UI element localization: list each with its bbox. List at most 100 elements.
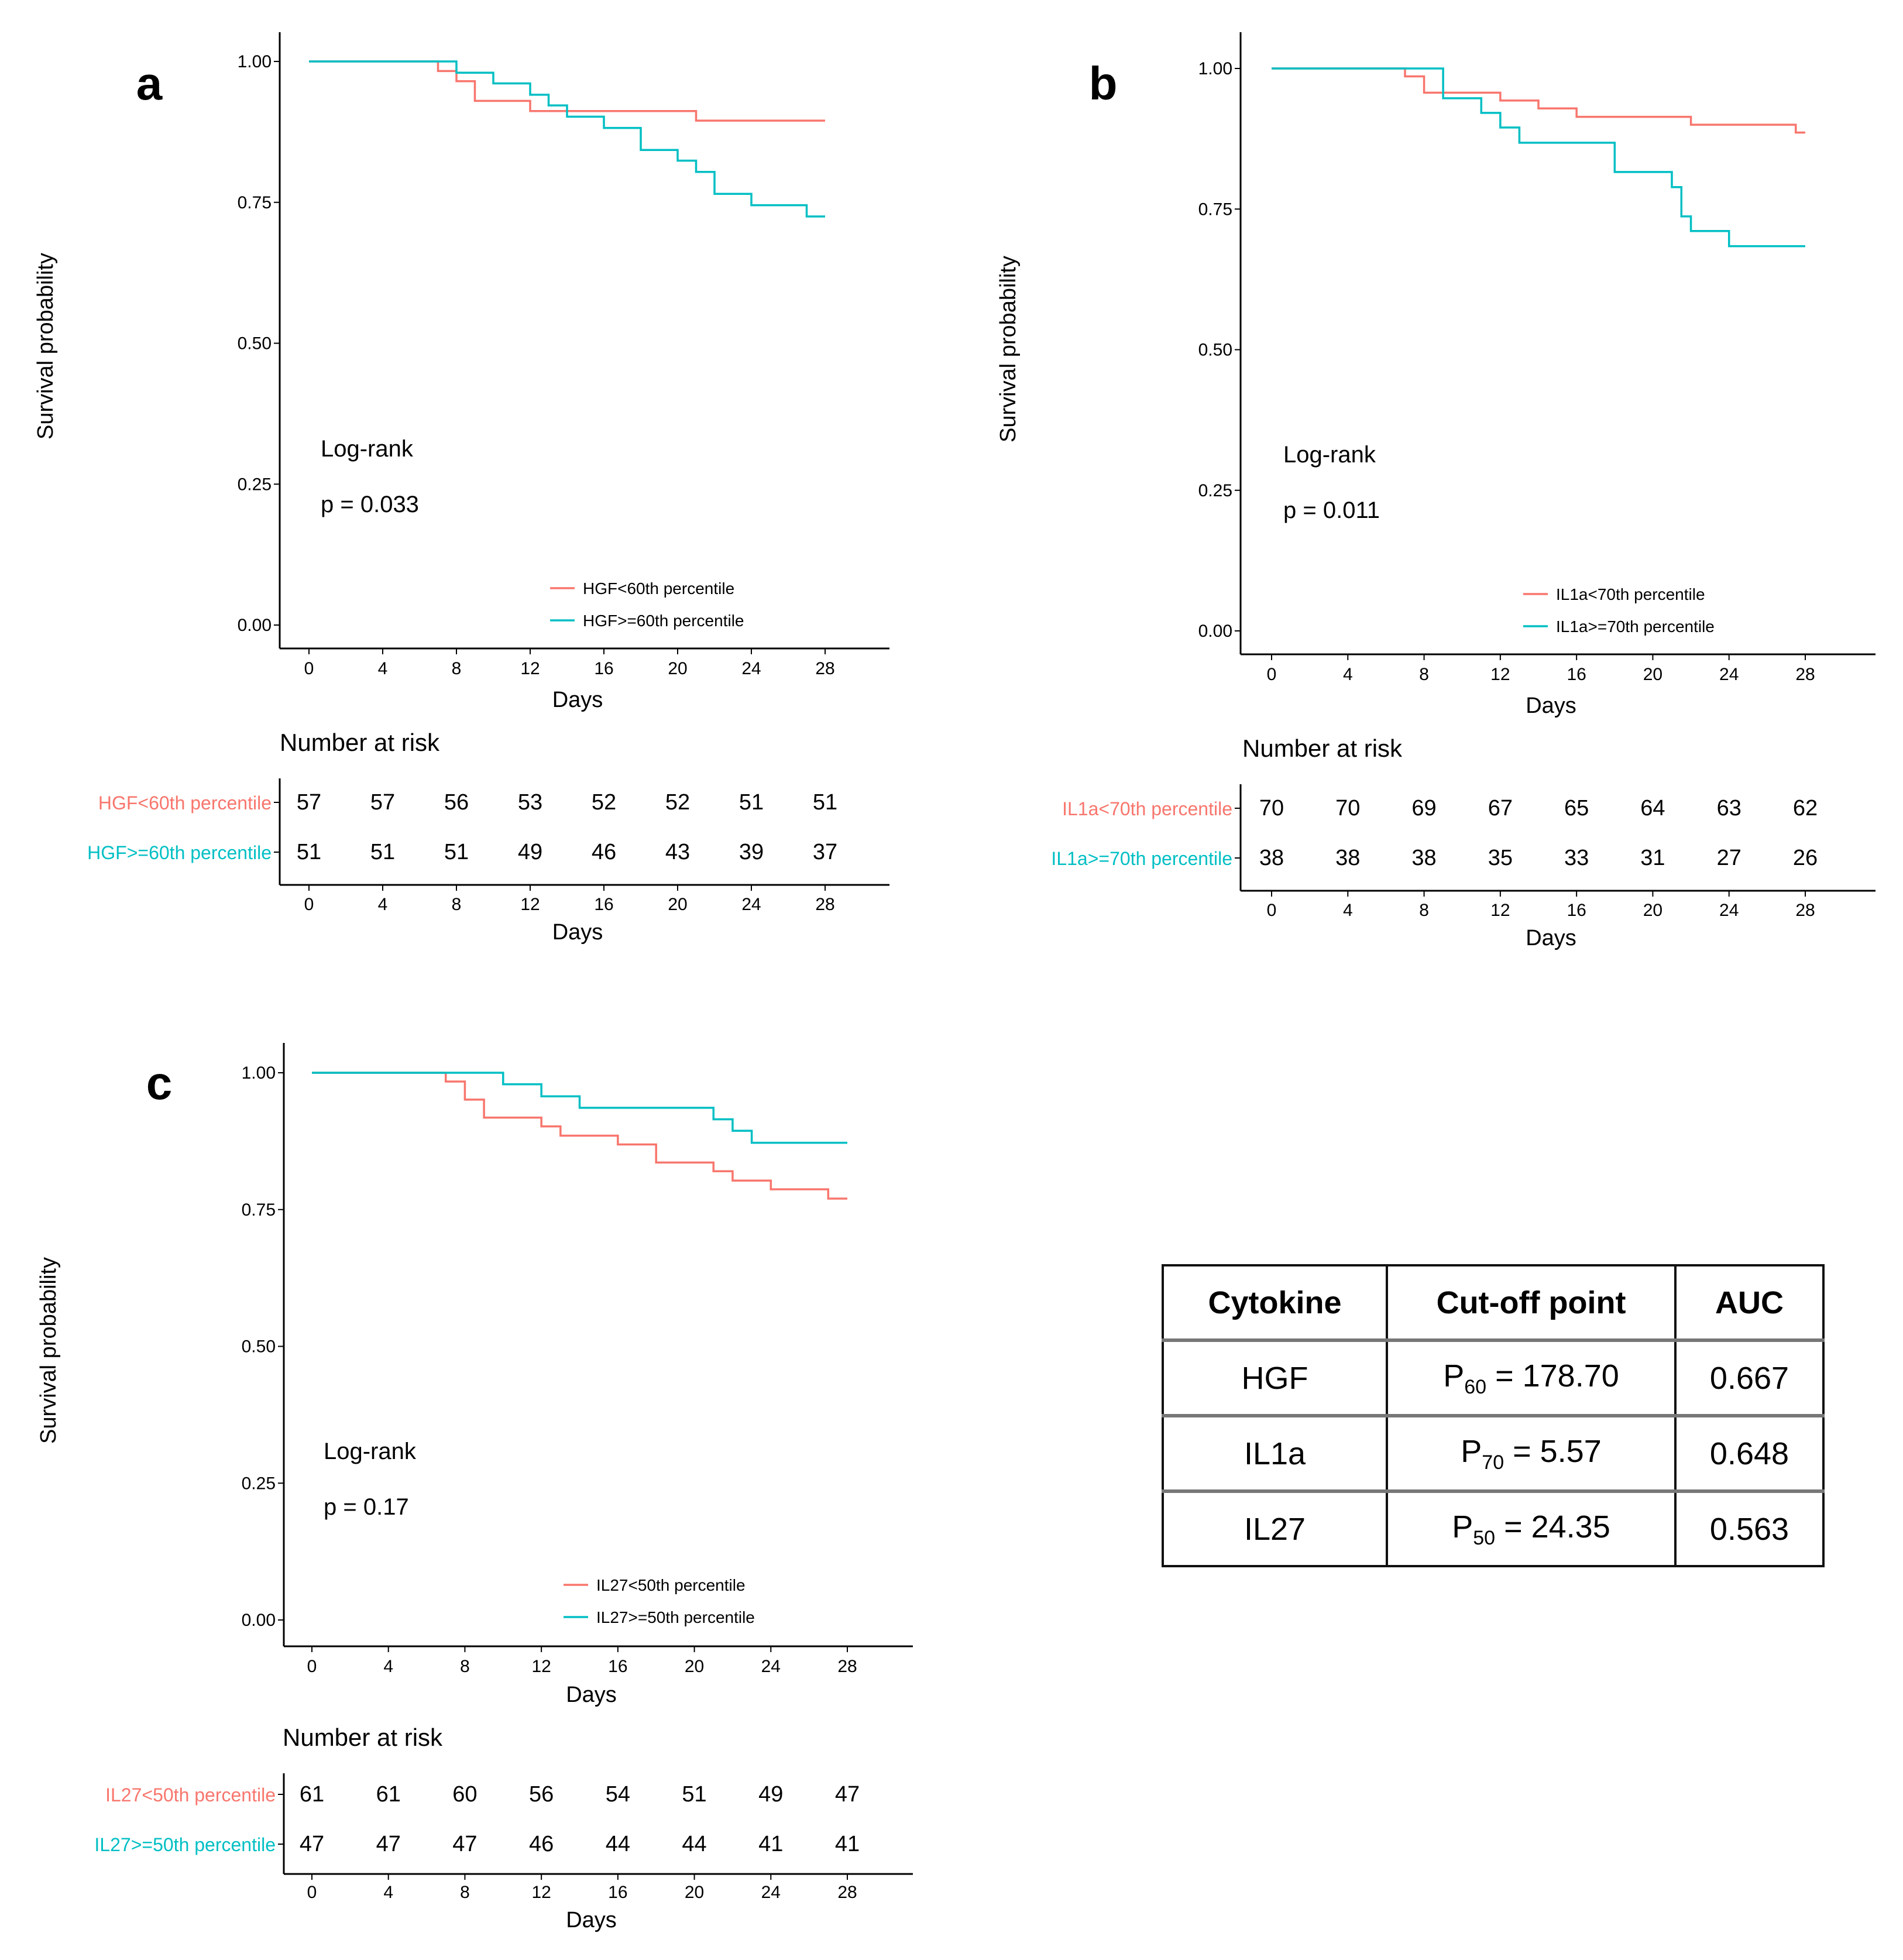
panel-b-risk-count: 65 [1564,796,1589,821]
panel-c-risk-count: 61 [300,1782,324,1807]
panel-b-x-tick-label: 28 [1795,665,1815,684]
panel-b-x-tick-label: 4 [1343,665,1353,684]
panel-c-risk-count: 47 [835,1782,860,1807]
panel-c-y-tick-label: 0.75 [242,1200,276,1220]
col-header-auc: AUC [1674,1264,1825,1341]
panel-c-y-tick-label: 0.50 [242,1337,276,1357]
panel-a-risk-count: 46 [592,840,616,864]
auc-cell: 0.667 [1674,1338,1825,1417]
panel-c-risk-count: 47 [376,1832,401,1856]
panel-a-risk-x-axis-title: Days [552,920,603,945]
panel-a-survival-curve-high [309,60,825,218]
panel-c-risk-count: 54 [606,1782,630,1807]
panel-c-risk-count: 41 [835,1832,860,1856]
panel-b-risk-count: 63 [1717,796,1741,821]
panel-b-risk-count: 26 [1793,846,1818,870]
panel-a-x-tick-label: 8 [452,659,462,678]
panel-a-risk-x-tick-label: 20 [668,895,687,914]
col-header-cytokine: Cytokine [1162,1264,1388,1341]
panel-c-risk-x-tick-label: 12 [531,1883,551,1902]
panel-b-y-tick-label: 0.00 [1198,622,1232,641]
panel-b-risk-count: 62 [1793,796,1818,821]
panel-b-survival-curve-high [1272,67,1805,248]
panel-c-risk-count: 56 [529,1782,554,1807]
panel-a-risk-row-label: HGF>=60th percentile [87,842,272,863]
panel-c-risk-count: 41 [758,1832,783,1856]
panel-a-y-tick-label: 0.75 [238,193,272,212]
cytokine-cell: IL27 [1162,1489,1388,1567]
panel-b-logrank-label: Log-rank [1283,442,1376,468]
panel-b-y-tick-label: 0.75 [1198,200,1232,219]
panel-a-risk-count: 51 [739,790,764,815]
panel-c-x-tick-label: 24 [761,1657,781,1676]
cutoff-table-header: Cytokine Cut-off point AUC [1162,1264,1825,1341]
panel-b-risk-x-tick-label: 24 [1719,901,1739,920]
panel-b-risk-count: 70 [1259,796,1284,821]
panel-b-risk-x-tick-label: 8 [1419,901,1429,920]
panel-c-risk-x-axis-title: Days [566,1908,617,1932]
panel-b-risk-count: 38 [1411,846,1436,870]
panel-a-risk-row-label: HGF<60th percentile [98,792,272,813]
panel-c-risk-count: 44 [606,1832,630,1856]
panel-c-p-value: p = 0.17 [324,1494,409,1520]
panel-c-risk-x-tick-label: 24 [761,1883,781,1902]
panel-c-risk-x-tick-label: 8 [460,1883,470,1902]
panel-a-risk-count: 51 [813,790,837,815]
panel-c-risk-count: 61 [376,1782,401,1807]
panel-c-logrank-label: Log-rank [324,1439,417,1464]
panel-a-survival-curve-low [309,60,825,122]
auc-cell: 0.648 [1674,1414,1825,1492]
panel-b-legend-label: IL1a>=70th percentile [1556,617,1715,636]
panel-b-legend-label: IL1a<70th percentile [1556,585,1705,603]
panel-a-risk-count: 52 [592,790,616,815]
table-row: HGF P60 = 178.70 0.667 [1162,1338,1825,1417]
panel-b-risk-x-tick-label: 28 [1795,901,1815,920]
panel-a-risk-count: 53 [518,790,542,815]
panel-a-y-tick-label: 0.50 [238,334,272,353]
panel-a-y-tick-label: 1.00 [238,52,272,71]
panel-c-x-tick-label: 28 [837,1657,857,1676]
col-header-cutoff: Cut-off point [1386,1264,1677,1341]
panel-b-risk-row-label: IL1a>=70th percentile [1051,848,1232,869]
panel-a-y-axis-title: Survival probability [33,253,58,440]
cutoff-cell: P70 = 5.57 [1386,1414,1677,1492]
panel-a-risk-count: 51 [370,840,395,864]
panel-a-x-tick-label: 24 [741,659,761,678]
panel-c-risk-x-tick-label: 28 [837,1883,857,1902]
panel-a-p-value: p = 0.033 [321,492,419,517]
panel-a-y-tick-label: 0.25 [238,475,272,494]
panel-b-risk-count: 64 [1640,796,1665,821]
table-row: IL27 P50 = 24.35 0.563 [1162,1489,1825,1567]
panel-c-risk-count: 51 [682,1782,706,1807]
panel-b-y-tick-label: 0.50 [1198,341,1232,360]
panel-b-risk-count: 69 [1411,796,1436,821]
panel-a-risk-table-title: Number at risk [280,729,440,756]
panel-a-x-axis-title: Days [552,688,603,712]
panel-a-risk-count: 57 [297,790,321,815]
panel-a-risk-x-tick-label: 0 [304,895,314,914]
panel-c-letter: c [146,1057,173,1109]
panel-b-risk-table-title: Number at risk [1242,734,1403,762]
panel-b-y-tick-label: 1.00 [1198,59,1232,78]
cutoff-cell: P60 = 178.70 [1386,1338,1677,1417]
panel-c-risk-count: 46 [529,1832,554,1856]
panel-b-x-axis-title: Days [1526,694,1576,718]
panel-a-risk-count: 51 [444,840,469,864]
panel-c-x-tick-label: 4 [383,1657,393,1676]
panel-b-risk-count: 33 [1564,846,1589,870]
panel-c-survival-curve-low [312,1072,847,1200]
panel-a-x-tick-label: 28 [815,659,834,678]
panel-c-y-tick-label: 1.00 [242,1063,276,1083]
panel-b-risk-count: 38 [1335,846,1360,870]
panel-b-risk-x-tick-label: 12 [1490,901,1510,920]
panel-b-x-tick-label: 20 [1643,665,1662,684]
panel-a-x-tick-label: 0 [304,659,314,678]
panel-a-risk-x-tick-label: 24 [741,895,761,914]
panel-c-x-tick-label: 16 [608,1657,627,1676]
panel-a-risk-x-tick-label: 16 [594,895,613,914]
panel-c-risk-row-label: IL27<50th percentile [105,1784,276,1805]
panel-c-y-tick-label: 0.00 [242,1611,276,1630]
panel-c-risk-row-label: IL27>=50th percentile [94,1834,276,1855]
panel-b-p-value: p = 0.011 [1283,497,1380,523]
panel-c-x-tick-label: 8 [460,1657,470,1676]
